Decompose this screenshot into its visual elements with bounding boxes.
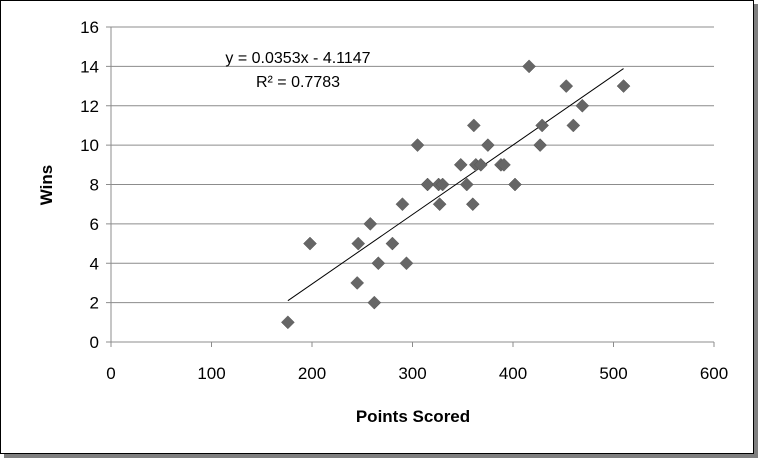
data-point [420, 177, 435, 192]
tick-labels: 0 2 4 6 8 10 12 14 16 0 100 200 300 400 500 600 [80, 18, 728, 383]
y-tick-label: 8 [90, 176, 99, 195]
gridlines [111, 26, 714, 304]
y-tick-label: 16 [80, 18, 99, 37]
x-tick-label: 300 [398, 364, 426, 383]
data-point [351, 236, 366, 251]
y-tick-label: 6 [90, 215, 99, 234]
data-point [432, 197, 447, 212]
data-point [371, 256, 386, 271]
trendline-group [287, 68, 624, 302]
data-point [399, 256, 414, 271]
data-point [535, 118, 549, 133]
axes [106, 26, 715, 347]
data-point [410, 138, 425, 152]
x-tick-label: 600 [700, 364, 728, 383]
data-point [508, 177, 522, 192]
data-point [473, 157, 488, 172]
scatter-chart: 0 2 4 6 8 10 12 14 16 0 100 200 300 400 500 600 y = 0.0… [37, 18, 728, 426]
y-tick-label: 2 [90, 294, 99, 313]
y-tick-label: 12 [80, 97, 99, 116]
data-point [367, 295, 382, 310]
data-point [481, 138, 495, 152]
data-point [465, 197, 480, 212]
data-point [395, 197, 410, 212]
data-point [453, 157, 468, 172]
x-tick-label: 100 [197, 364, 225, 383]
data-point [385, 236, 400, 251]
y-tick-label: 4 [90, 254, 99, 273]
data-point [533, 138, 547, 152]
data-point [435, 177, 450, 192]
trendline-equation: y = 0.0353x - 4.1147 [225, 50, 370, 67]
data-point [363, 217, 378, 231]
x-tick-label: 400 [499, 364, 527, 383]
y-tick-label: 14 [80, 57, 99, 76]
data-point [566, 118, 581, 133]
data-points [281, 59, 631, 330]
x-tick-label: 200 [298, 364, 326, 383]
data-point [575, 98, 590, 113]
data-point [459, 177, 474, 192]
y-tick-label: 10 [80, 136, 99, 155]
y-axis-title: Wins [37, 165, 56, 205]
x-tick-label: 0 [106, 364, 115, 383]
data-point [350, 276, 365, 290]
data-point [466, 118, 481, 133]
x-axis-title: Points Scored [356, 407, 470, 426]
y-tick-label: 0 [90, 333, 99, 352]
data-point [497, 157, 511, 172]
data-point [559, 79, 574, 93]
x-tick-label: 500 [599, 364, 627, 383]
data-point [522, 59, 536, 74]
trendline [287, 68, 624, 302]
r-squared-label: R² = 0.7783 [256, 74, 340, 91]
data-point [281, 315, 295, 330]
data-point [303, 236, 317, 251]
data-point [616, 79, 631, 93]
